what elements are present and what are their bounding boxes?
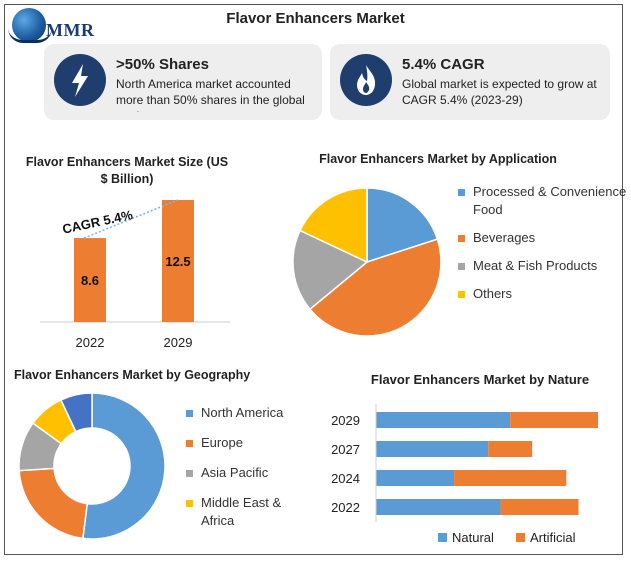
geography-donut-chart bbox=[18, 392, 166, 540]
market-size-title: Flavor Enhancers Market Size (US $ Billi… bbox=[25, 155, 229, 186]
share-headline: >50% Shares bbox=[116, 56, 209, 73]
cagr-text: Global market is expected to grow at CAG… bbox=[402, 77, 597, 107]
slice-beverages bbox=[308, 238, 442, 337]
page-title: Flavor Enhancers Market bbox=[226, 10, 405, 27]
lightning-icon bbox=[54, 54, 106, 106]
legend-label: Meat & Fish Products bbox=[473, 258, 598, 273]
legend-swatch bbox=[438, 533, 447, 542]
legend-label: Artificial bbox=[530, 530, 576, 545]
slice-europe bbox=[18, 467, 89, 540]
application-legend: Processed & Convenience Food Beverages Mea… bbox=[458, 183, 628, 313]
application-pie-chart bbox=[292, 187, 442, 337]
legend-label: North America bbox=[201, 405, 284, 420]
legend-item: Asia Pacific bbox=[186, 464, 316, 482]
bar-value-label: 8.6 bbox=[81, 273, 99, 288]
slice-meat-fish-products bbox=[292, 229, 369, 311]
bar-natural-2024 bbox=[376, 470, 455, 486]
slice-other bbox=[59, 392, 93, 433]
logo-text: MMR bbox=[46, 20, 95, 40]
bar-natural-2027 bbox=[376, 441, 489, 457]
legend-swatch bbox=[458, 189, 465, 196]
geography-legend: North America Europe Asia Pacific Middle Ea… bbox=[186, 404, 316, 542]
legend-swatch bbox=[458, 291, 465, 298]
bar-artificial-2027 bbox=[488, 441, 533, 457]
legend-item: Processed & Convenience Food bbox=[458, 183, 628, 219]
legend-swatch bbox=[186, 470, 193, 477]
nature-title: Flavor Enhancers Market by Nature bbox=[370, 372, 590, 387]
legend-swatch bbox=[186, 440, 193, 447]
category-label: 2022 bbox=[76, 335, 105, 350]
bar-artificial-2029 bbox=[510, 412, 599, 428]
application-title: Flavor Enhancers Market by Application bbox=[319, 152, 557, 166]
bar-natural-2029 bbox=[376, 412, 511, 428]
geography-title: Flavor Enhancers Market by Geography bbox=[14, 368, 251, 382]
cagr-trend-line bbox=[83, 199, 179, 239]
legend-label: Natural bbox=[452, 530, 494, 545]
legend-swatch bbox=[516, 533, 525, 542]
legend-swatch bbox=[458, 263, 465, 270]
cagr-card: 5.4% CAGR Global market is expected to g… bbox=[330, 44, 610, 120]
bar-2029 bbox=[162, 200, 194, 322]
bar-natural-2022 bbox=[376, 499, 501, 515]
bar-artificial-2024 bbox=[454, 470, 567, 486]
share-text: North America market accounted more than… bbox=[116, 77, 305, 112]
mmr-logo: MMR bbox=[8, 6, 108, 46]
category-label: 2029 bbox=[164, 335, 193, 350]
cagr-headline: 5.4% CAGR bbox=[402, 56, 485, 73]
legend-item: Beverages bbox=[458, 229, 628, 247]
market-size-chart: 8.6 2022 12.5 2029 CAGR 5.4% bbox=[40, 199, 230, 350]
legend-item: Meat & Fish Products bbox=[458, 257, 628, 275]
nature-bar-chart: 2029 2027 2024 2022 Natural Artificial bbox=[331, 404, 599, 545]
category-label: 2024 bbox=[331, 471, 360, 486]
legend-item: Middle East & Africa bbox=[186, 494, 316, 530]
share-card: >50% Shares North America market account… bbox=[44, 44, 322, 120]
category-label: 2027 bbox=[331, 442, 360, 457]
legend-label: Europe bbox=[201, 435, 243, 450]
slice-processed-convenience-food bbox=[366, 187, 439, 264]
cagr-annotation: CAGR 5.4% bbox=[61, 207, 135, 237]
legend-item: Others bbox=[458, 285, 628, 303]
legend-label: Asia Pacific bbox=[201, 465, 269, 480]
legend-label: Middle East & Africa bbox=[201, 495, 282, 528]
category-label: 2022 bbox=[331, 500, 360, 515]
legend-label: Others bbox=[473, 286, 513, 301]
legend-item: Europe bbox=[186, 434, 316, 452]
legend-swatch bbox=[458, 235, 465, 242]
category-label: 2029 bbox=[331, 413, 360, 428]
slice-north-america bbox=[82, 392, 166, 540]
legend-swatch bbox=[186, 410, 193, 417]
legend-label: Processed & Convenience Food bbox=[473, 184, 627, 217]
legend-label: Beverages bbox=[473, 230, 536, 245]
bar-value-label: 12.5 bbox=[165, 254, 190, 269]
legend-item: North America bbox=[186, 404, 316, 422]
legend-swatch bbox=[186, 500, 193, 507]
bar-2022 bbox=[74, 238, 106, 322]
flame-icon bbox=[340, 54, 392, 106]
bar-artificial-2022 bbox=[500, 499, 579, 515]
slice-others bbox=[299, 187, 368, 264]
